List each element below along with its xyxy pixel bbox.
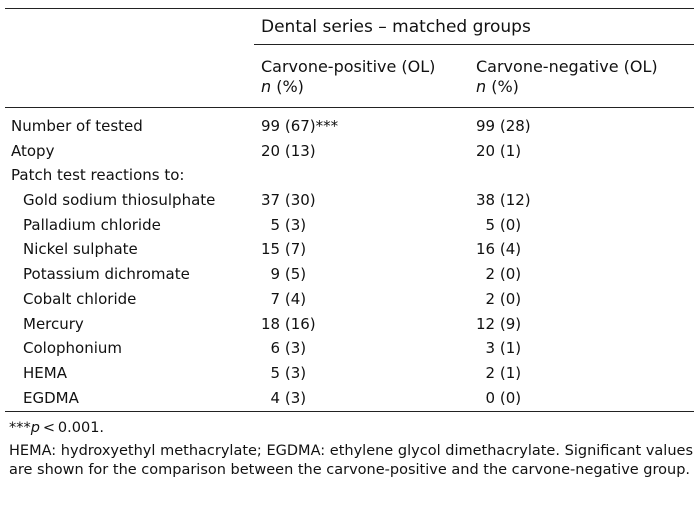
cell-carvone-negative: 20 (1) <box>476 141 522 160</box>
cell-carvone-negative: 38 (12) <box>476 191 531 210</box>
table-row: Colophonium 6 (3) 3 (1) <box>0 336 700 361</box>
table-row: HEMA 5 (3) 2 (1) <box>0 361 700 386</box>
table-row: Palladium chloride 5 (3) 5 (0) <box>0 213 700 238</box>
table-row: Nickel sulphate 15 (7) 16 (4) <box>0 237 700 262</box>
p-threshold: < 0.001. <box>39 420 105 436</box>
cell-carvone-negative: 12 (9) <box>476 314 522 333</box>
cell-carvone-positive: 4 (3) <box>261 388 307 407</box>
row-label: Potassium dichromate <box>23 265 190 284</box>
table-body: Number of tested 99 (67)*** 99 (28) Atopy 20… <box>0 114 700 410</box>
row-label: Number of tested <box>11 117 143 135</box>
row-label: Atopy <box>11 141 55 160</box>
cell-carvone-positive: 7 (4) <box>261 289 307 308</box>
top-rule <box>5 8 694 9</box>
cell-carvone-negative: 3 (1) <box>476 339 522 358</box>
column-header-carvone-positive: Carvone-positive (OL) n (%) <box>261 57 435 97</box>
row-label: HEMA <box>23 363 67 382</box>
column-unit: n (%) <box>476 77 658 97</box>
cell-carvone-positive: 20 (13) <box>261 141 316 160</box>
cell-carvone-positive: 5 (3) <box>261 215 307 234</box>
cell-carvone-negative: 2 (0) <box>476 289 522 308</box>
group-header: Dental series – matched groups <box>261 17 531 37</box>
row-label: Colophonium <box>23 339 122 358</box>
table-row: Patch test reactions to: <box>0 163 700 188</box>
cell-carvone-negative: 99 (28) <box>476 117 531 135</box>
p-symbol: p <box>30 420 40 436</box>
n-symbol: n <box>476 77 487 96</box>
column-title: Carvone-negative (OL) <box>476 57 658 76</box>
percent-label: (%) <box>271 77 304 96</box>
row-label: Mercury <box>23 314 84 333</box>
table-row: Cobalt chloride 7 (4) 2 (0) <box>0 287 700 312</box>
cell-carvone-positive: 6 (3) <box>261 339 307 358</box>
cell-carvone-negative: 2 (1) <box>476 363 522 382</box>
row-label: Palladium chloride <box>23 215 161 234</box>
abbreviation-footnote: HEMA: hydroxyethyl methacrylate; EGDMA: … <box>9 443 693 478</box>
group-underline <box>254 44 694 45</box>
cell-carvone-positive: 9 (5) <box>261 265 307 284</box>
row-label: Cobalt chloride <box>23 289 137 308</box>
cell-carvone-negative: 5 (0) <box>476 215 522 234</box>
row-label: Patch test reactions to: <box>11 166 185 185</box>
column-title: Carvone-positive (OL) <box>261 57 436 76</box>
table-row: Mercury 18 (16) 12 (9) <box>0 312 700 337</box>
cell-carvone-negative: 0 (0) <box>476 388 522 407</box>
table-row: EGDMA 4 (3) 0 (0) <box>0 386 700 411</box>
column-unit: n (%) <box>261 77 435 97</box>
percent-label: (%) <box>486 77 519 96</box>
n-symbol: n <box>261 77 272 96</box>
header-rule <box>5 107 694 108</box>
row-label: Gold sodium thiosulphate <box>23 191 216 210</box>
bottom-rule <box>5 411 694 412</box>
cell-carvone-positive: 5 (3) <box>261 363 307 382</box>
cell-carvone-positive: 99 (67)*** <box>261 117 339 135</box>
table-row: Atopy 20 (13) 20 (1) <box>0 139 700 164</box>
significance-footnote: ***p < 0.001. <box>9 419 693 438</box>
column-header-carvone-negative: Carvone-negative (OL) n (%) <box>476 57 658 97</box>
cell-carvone-negative: 2 (0) <box>476 265 522 284</box>
table-row: Number of tested 99 (67)*** 99 (28) <box>0 114 700 139</box>
cell-carvone-positive: 15 (7) <box>261 240 307 259</box>
cell-carvone-negative: 16 (4) <box>476 240 522 259</box>
cell-carvone-positive: 18 (16) <box>261 314 316 333</box>
row-label: Nickel sulphate <box>23 240 138 259</box>
row-label: EGDMA <box>23 388 79 407</box>
table-row: Potassium dichromate 9 (5) 2 (0) <box>0 262 700 287</box>
sig-stars: *** <box>9 420 31 436</box>
cell-carvone-positive: 37 (30) <box>261 191 316 210</box>
table-row: Gold sodium thiosulphate 37 (30) 38 (12) <box>0 188 700 213</box>
